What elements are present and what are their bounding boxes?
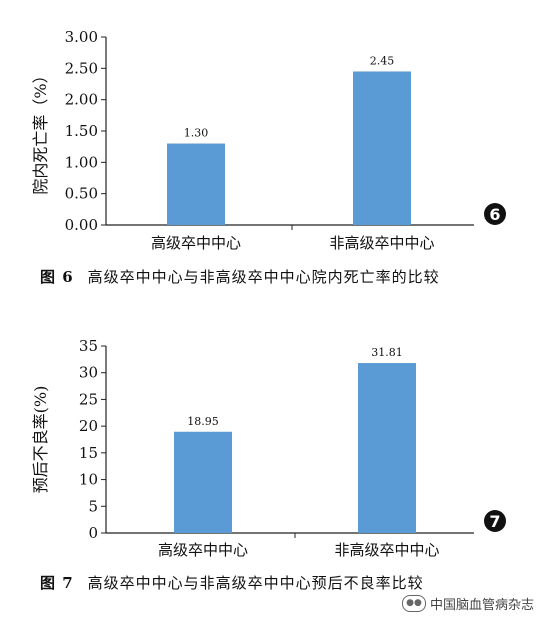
chart-7-y-tick-label: 20 — [79, 417, 98, 435]
figure-7-title: 高级卒中中心与非高级卒中中心预后不良率比较 — [87, 574, 424, 592]
chart-7-y-tick-label: 0 — [88, 524, 98, 542]
chart-7-marker-number: 7 — [489, 512, 500, 531]
chart-7-y-tick-label: 10 — [79, 471, 98, 489]
chart-6-marker-circle — [484, 203, 506, 225]
chart-6-y-tick-label: 1.00 — [65, 153, 98, 171]
chart-7-marker-circle — [484, 510, 506, 532]
chart-7-bar-1 — [174, 431, 232, 533]
chart-6-y-tick-label: 1.50 — [65, 122, 98, 140]
chart-6-bar-1 — [167, 143, 225, 225]
chart-6-y-axis-label: 院内死亡率（%） — [31, 67, 50, 194]
chart-7-y-tick-label: 15 — [79, 444, 98, 462]
chart-7-category-label: 非高级卒中中心 — [334, 541, 439, 559]
chart-6-y-tick-label: 2.00 — [65, 91, 98, 109]
figure-7-caption: 图 7 高级卒中中心与非高级卒中中心预后不良率比较 — [40, 572, 424, 593]
figure-7-label: 图 7 — [40, 574, 74, 592]
chart-7-bar-2 — [358, 363, 416, 533]
figure-6-label: 图 6 — [40, 268, 74, 286]
chart-6-y-tick-label: 2.50 — [65, 59, 98, 77]
chart-7-y-tick-label: 35 — [79, 337, 98, 355]
chart-6-category-label: 非高级卒中中心 — [329, 234, 434, 252]
chart-7-y-axis-label: 预后不良率(%) — [31, 386, 50, 494]
chart-6-y-tick-label: 0.50 — [65, 185, 98, 203]
wechat-icon: ●● — [401, 595, 426, 612]
watermark: ●● 中国脑血管病杂志 — [401, 594, 534, 613]
figure-6-caption: 图 6 高级卒中中心与非高级卒中中心院内死亡率的比较 — [40, 266, 440, 287]
figure-6-title: 高级卒中中心与非高级卒中中心院内死亡率的比较 — [87, 268, 440, 286]
chart-6-bar-value-label: 2.45 — [370, 54, 395, 67]
chart-7-bar-value-label: 18.95 — [187, 415, 219, 428]
chart-6-y-tick-label: 3.00 — [65, 28, 98, 46]
watermark-text: 中国脑血管病杂志 — [429, 598, 534, 613]
chart-7-y-tick-label: 5 — [88, 497, 98, 515]
chart-6-y-tick-label: 0.00 — [65, 216, 98, 234]
chart-6-bar-2 — [353, 71, 411, 225]
chart-6-marker-number: 6 — [489, 205, 500, 224]
chart-7-y-tick-label: 30 — [79, 364, 98, 382]
chart-7-category-label: 高级卒中中心 — [158, 541, 248, 559]
chart-6-category-label: 高级卒中中心 — [151, 234, 241, 252]
chart-7-bar-value-label: 31.81 — [371, 346, 403, 359]
chart-6-bar-value-label: 1.30 — [184, 127, 209, 140]
chart-7-y-tick-label: 25 — [79, 390, 98, 408]
